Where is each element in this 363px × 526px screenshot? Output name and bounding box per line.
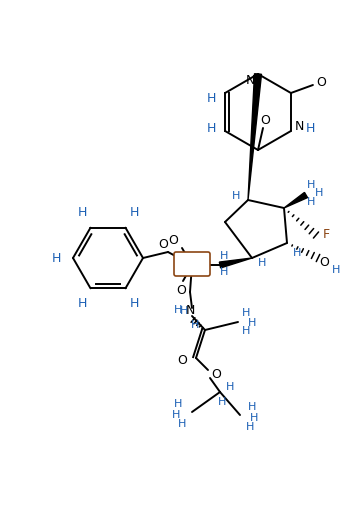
Text: O: O (158, 238, 168, 251)
Text: O: O (260, 114, 270, 126)
Text: H: H (218, 397, 226, 407)
Text: H: H (306, 123, 315, 136)
Text: H: H (129, 297, 139, 309)
Text: H: H (246, 422, 254, 432)
Text: H: H (307, 197, 315, 207)
Text: H: H (248, 402, 256, 412)
Text: Abs: Abs (183, 259, 201, 269)
Polygon shape (284, 193, 307, 208)
Text: H: H (248, 318, 256, 328)
Text: H: H (220, 267, 228, 277)
Text: H: H (129, 207, 139, 219)
Text: H: H (207, 92, 216, 105)
Text: H: H (207, 123, 216, 136)
Text: N: N (245, 74, 255, 86)
Text: O: O (211, 368, 221, 380)
Text: H: H (178, 419, 186, 429)
Text: H: H (172, 410, 180, 420)
Polygon shape (248, 74, 261, 200)
Text: H: H (174, 305, 182, 315)
Text: O: O (168, 234, 178, 247)
Text: H: H (307, 180, 315, 190)
Text: H: H (51, 251, 61, 265)
Text: H: H (220, 251, 228, 261)
Text: O: O (319, 257, 329, 269)
Polygon shape (219, 258, 252, 268)
Text: H: H (180, 306, 188, 316)
Text: O: O (176, 284, 186, 297)
Text: F: F (322, 228, 330, 241)
Text: H: H (242, 326, 250, 336)
Text: H: H (293, 248, 301, 258)
Text: N: N (185, 305, 195, 318)
Text: H: H (250, 413, 258, 423)
Text: H: H (77, 297, 87, 309)
Text: H: H (77, 207, 87, 219)
Text: H: H (258, 258, 266, 268)
Text: N: N (295, 119, 305, 133)
Text: H: H (242, 308, 250, 318)
Text: H: H (332, 265, 340, 275)
Text: H: H (226, 382, 234, 392)
Text: H: H (191, 320, 199, 330)
FancyBboxPatch shape (174, 252, 210, 276)
Text: O: O (177, 355, 187, 368)
Text: H: H (174, 399, 182, 409)
Text: H: H (232, 191, 240, 201)
Text: O: O (316, 76, 326, 88)
Text: H: H (315, 188, 323, 198)
